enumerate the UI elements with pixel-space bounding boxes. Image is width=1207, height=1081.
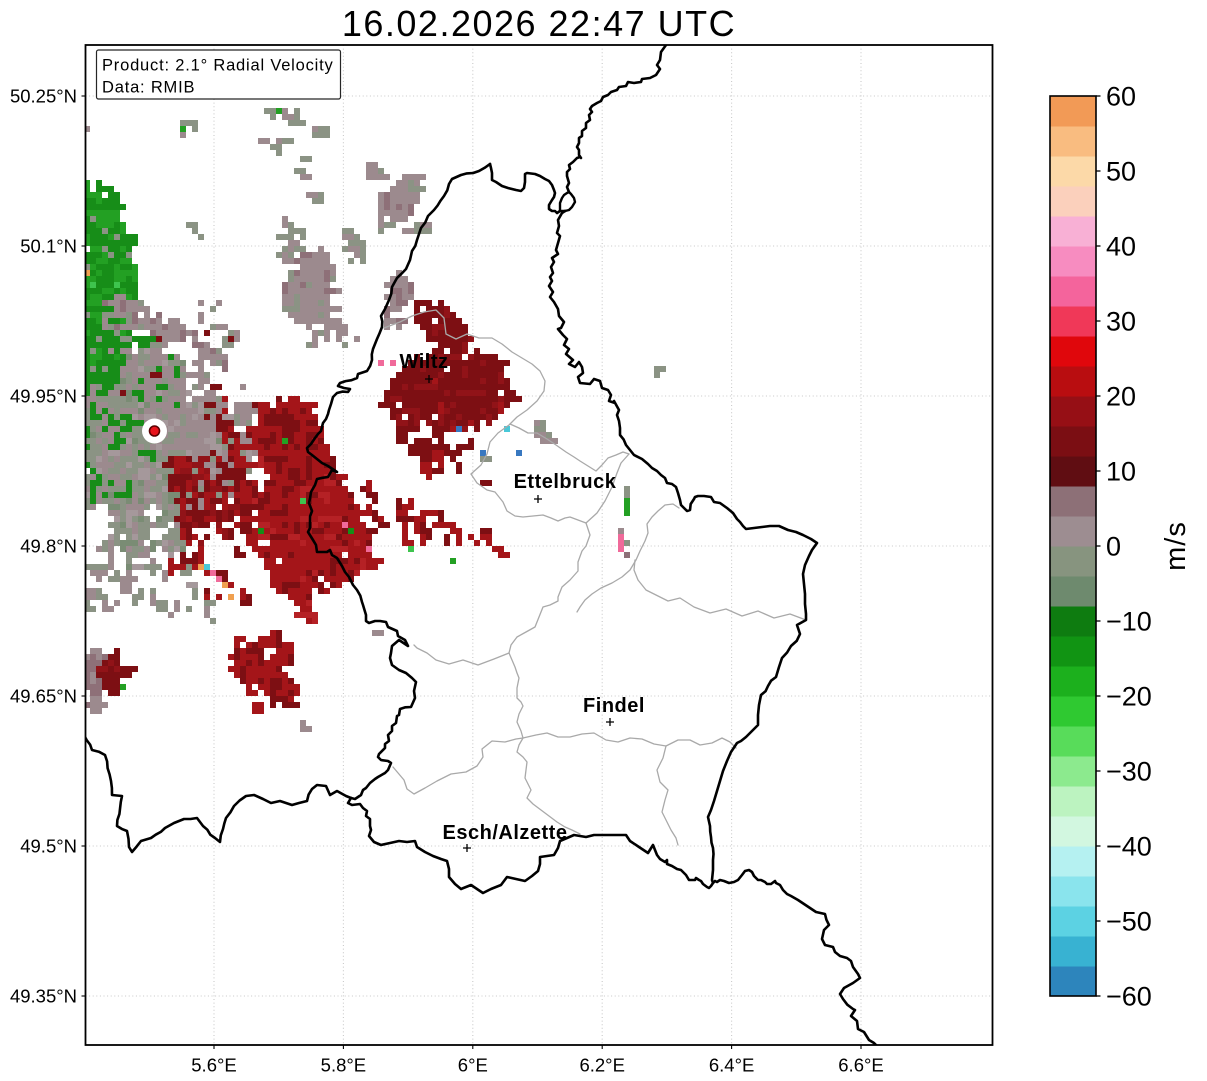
svg-text:50.1°N: 50.1°N <box>20 236 77 257</box>
svg-text:−20: −20 <box>1106 682 1152 712</box>
svg-text:6.2°E: 6.2°E <box>579 1055 624 1076</box>
svg-text:20: 20 <box>1106 382 1136 412</box>
svg-text:m/s: m/s <box>1160 521 1192 571</box>
svg-text:50.25°N: 50.25°N <box>10 86 77 107</box>
svg-text:−30: −30 <box>1106 757 1152 787</box>
svg-text:−50: −50 <box>1106 907 1152 937</box>
svg-text:50: 50 <box>1106 157 1136 187</box>
svg-text:0: 0 <box>1106 532 1121 562</box>
svg-text:5.8°E: 5.8°E <box>321 1055 366 1076</box>
svg-text:49.65°N: 49.65°N <box>10 686 77 707</box>
svg-text:Data: RMIB: Data: RMIB <box>102 79 195 97</box>
svg-text:40: 40 <box>1106 232 1136 262</box>
svg-text:16.02.2026 22:47 UTC: 16.02.2026 22:47 UTC <box>342 3 736 44</box>
svg-text:10: 10 <box>1106 457 1136 487</box>
svg-text:49.35°N: 49.35°N <box>10 986 77 1007</box>
svg-text:5.6°E: 5.6°E <box>191 1055 236 1076</box>
svg-text:30: 30 <box>1106 307 1136 337</box>
svg-text:49.8°N: 49.8°N <box>20 536 77 557</box>
svg-text:−40: −40 <box>1106 832 1152 862</box>
svg-text:Ettelbruck: Ettelbruck <box>514 471 617 493</box>
svg-text:49.95°N: 49.95°N <box>10 386 77 407</box>
svg-text:60: 60 <box>1106 82 1136 112</box>
svg-text:−10: −10 <box>1106 607 1152 637</box>
svg-text:6.6°E: 6.6°E <box>838 1055 883 1076</box>
svg-text:6.4°E: 6.4°E <box>709 1055 754 1076</box>
svg-text:Wiltz: Wiltz <box>400 351 449 373</box>
svg-text:Product: 2.1° Radial Velocity: Product: 2.1° Radial Velocity <box>102 57 334 75</box>
svg-text:Esch/Alzette: Esch/Alzette <box>443 822 568 844</box>
svg-text:49.5°N: 49.5°N <box>20 836 77 857</box>
svg-text:Findel: Findel <box>583 695 645 717</box>
svg-text:−60: −60 <box>1106 982 1152 1012</box>
svg-text:6°E: 6°E <box>458 1055 488 1076</box>
